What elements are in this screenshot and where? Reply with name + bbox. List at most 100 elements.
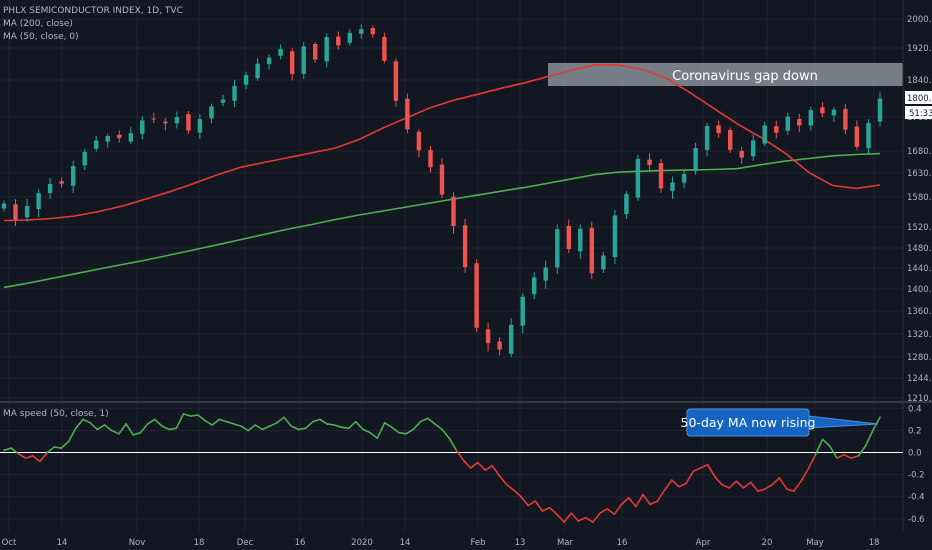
candle-40 (462, 218, 468, 273)
candle-body-42 (485, 329, 491, 344)
osc-seg-72 (520, 495, 530, 507)
candle-46 (532, 272, 537, 300)
osc-seg-28 (204, 419, 213, 426)
candle-body-43 (497, 341, 502, 350)
candle-35 (405, 93, 410, 134)
candle-73 (843, 104, 848, 135)
candle-body-14 (163, 121, 168, 124)
osc-seg-117 (843, 453, 853, 459)
osc-seg-56 (405, 428, 415, 435)
osc-seg-39 (283, 416, 293, 427)
candle-body-67 (774, 126, 779, 133)
osc-tick-4: -0.4 (908, 493, 925, 503)
osc-seg-15 (110, 429, 120, 435)
osc-seg-42 (304, 420, 314, 430)
osc-seg-70 (505, 483, 515, 491)
candle-9 (105, 133, 110, 148)
candle-body-68 (785, 116, 790, 131)
candle-3 (36, 188, 41, 217)
osc-seg-120 (864, 429, 874, 447)
candle-12 (140, 116, 145, 140)
osc-seg-66 (477, 461, 486, 472)
candle-body-45 (520, 296, 525, 326)
osc-seg-19 (139, 423, 149, 434)
candle-28 (324, 33, 329, 68)
ma-rising-callout[interactable] (686, 408, 810, 437)
osc-seg-84 (606, 507, 616, 516)
grid-layer (0, 0, 903, 532)
osc-tick-3: -0.2 (908, 471, 925, 481)
osc-legend-label: MA speed (50, close, 1) (3, 409, 109, 419)
candle-body-6 (71, 166, 76, 186)
osc-seg-57 (412, 420, 422, 431)
osc-seg-108 (778, 477, 788, 490)
candle-body-60 (693, 148, 698, 172)
price-tick-2: 1840.0 (907, 76, 932, 86)
candle-15 (174, 111, 180, 129)
osc-seg-95 (685, 470, 695, 485)
candle-48 (555, 224, 560, 274)
candle-body-9 (105, 136, 110, 142)
osc-seg-46 (333, 424, 343, 429)
osc-tick-0: 0.4 (908, 404, 922, 414)
osc-seg-53 (383, 421, 393, 429)
candle-body-70 (808, 110, 813, 126)
price-tick-10: 1400.0 (907, 285, 932, 295)
osc-seg-58 (419, 417, 429, 423)
candle-body-58 (670, 182, 675, 192)
candle-71 (820, 102, 825, 117)
main-legend-title: PHLX SEMICONDUCTOR INDEX, 1D, TVC (3, 6, 183, 16)
osc-seg-111 (800, 468, 810, 483)
candle-59 (681, 170, 687, 189)
candle-body-1 (13, 204, 18, 220)
candle-29 (336, 31, 341, 50)
osc-tick-1: 0.2 (908, 427, 922, 437)
osc-seg-38 (276, 416, 285, 424)
candle-body-15 (174, 117, 180, 124)
candle-body-36 (416, 131, 422, 151)
osc-seg-79 (570, 512, 580, 522)
candle-body-56 (647, 159, 652, 166)
ma50-line (3, 63, 881, 222)
osc-seg-85 (613, 503, 623, 516)
ma200-line (3, 152, 881, 289)
date-tick-6: 2020 (351, 538, 373, 548)
candle-body-24 (278, 48, 283, 56)
osc-seg-18 (132, 431, 142, 436)
candle-68 (785, 112, 790, 135)
candle-body-38 (439, 164, 445, 195)
candle-body-11 (128, 133, 133, 142)
candle-72 (831, 106, 837, 122)
osc-seg-75 (541, 506, 551, 512)
osc-seg-105 (757, 488, 766, 493)
candle-62 (716, 120, 721, 138)
price-tick-1: 1920.0 (907, 44, 932, 54)
osc-seg-33 (240, 425, 249, 432)
candle-body-52 (601, 255, 606, 270)
candle-body-59 (681, 174, 687, 183)
osc-seg-40 (290, 425, 300, 431)
osc-seg-91 (656, 489, 666, 502)
date-tick-7: 14 (400, 538, 411, 548)
candle-30 (347, 29, 352, 46)
price-tick-8: 1480.0 (907, 244, 932, 254)
candle-body-28 (324, 37, 329, 62)
osc-seg-13 (96, 424, 106, 431)
osc-seg-11 (82, 418, 91, 424)
candle-42 (485, 322, 491, 352)
candle-body-34 (393, 61, 399, 101)
osc-seg-83 (599, 507, 608, 515)
candle-body-12 (140, 120, 145, 134)
candle-63 (728, 127, 733, 153)
price-tick-13: 1280.0 (907, 353, 932, 363)
date-tick-1: 14 (57, 538, 68, 548)
osc-seg-4 (31, 455, 41, 463)
candle-body-66 (762, 125, 767, 144)
osc-seg-115 (828, 445, 838, 459)
osc-seg-0 (3, 447, 12, 452)
osc-seg-112 (807, 453, 817, 470)
price-tick-7: 1520.0 (907, 223, 932, 233)
osc-seg-106 (764, 483, 774, 490)
osc-seg-98 (706, 463, 716, 478)
